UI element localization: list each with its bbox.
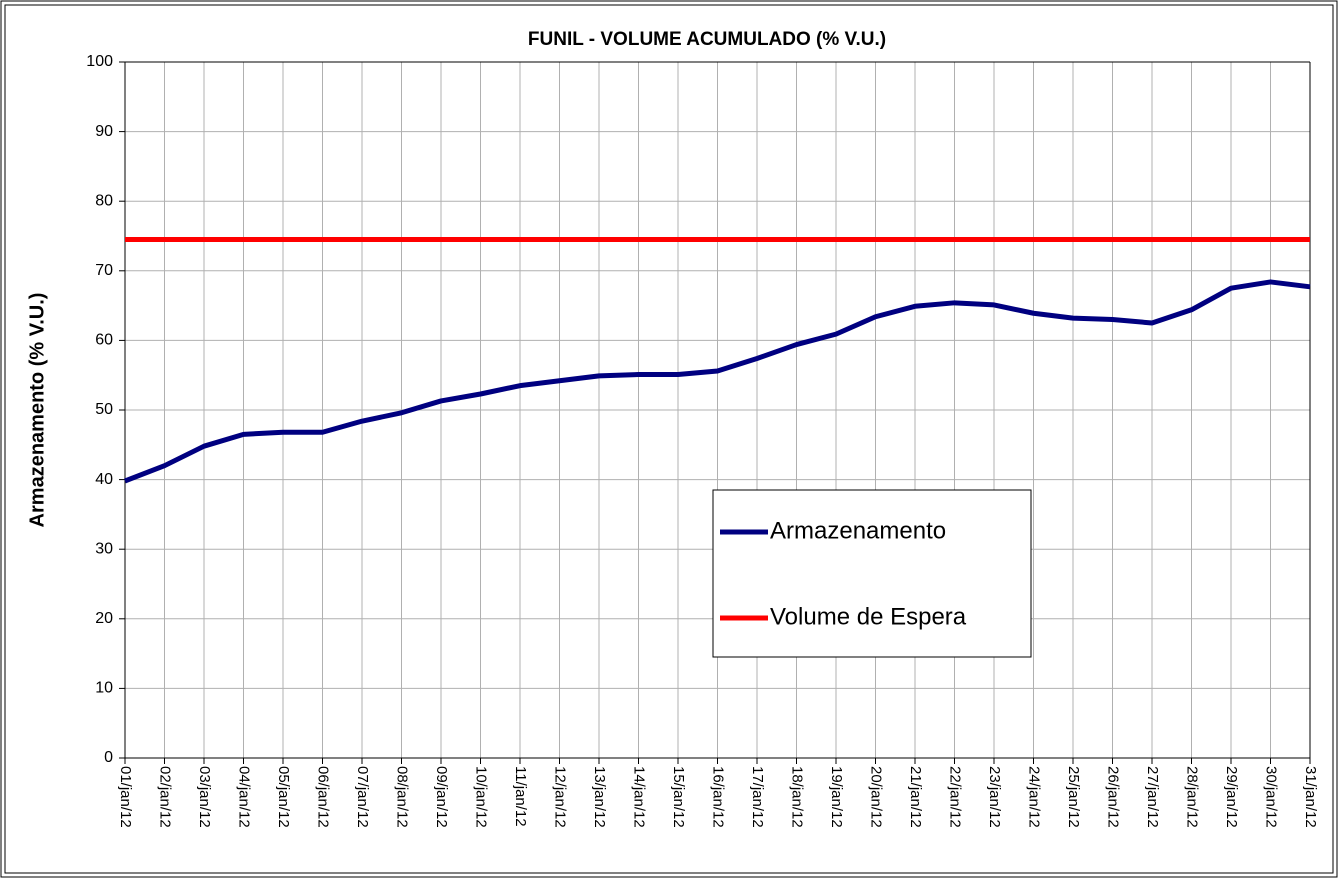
y-tick-label: 100 <box>86 53 113 70</box>
x-tick-label: 04/jan/12 <box>236 766 253 828</box>
x-tick-label: 17/jan/12 <box>749 766 766 828</box>
x-tick-label: 21/jan/12 <box>907 766 924 828</box>
x-tick-label: 11/jan/12 <box>512 766 529 827</box>
y-tick-label: 0 <box>104 749 113 766</box>
inner-frame <box>4 4 1334 874</box>
x-tick-label: 31/jan/12 <box>1302 766 1319 828</box>
y-tick-label: 50 <box>95 401 113 418</box>
x-tick-label: 02/jan/12 <box>157 766 174 828</box>
x-tick-label: 06/jan/12 <box>315 766 332 828</box>
legend-box <box>712 489 1032 658</box>
x-tick-label: 05/jan/12 <box>275 766 292 828</box>
legend-label: Armazenamento <box>770 517 946 544</box>
x-tick-label: 01/jan/12 <box>117 766 134 828</box>
x-tick-label: 14/jan/12 <box>631 766 648 828</box>
x-tick-label: 19/jan/12 <box>828 766 845 828</box>
y-tick-label: 10 <box>95 680 113 697</box>
y-tick-label: 40 <box>95 471 113 488</box>
x-tick-label: 09/jan/12 <box>433 766 450 828</box>
x-tick-label: 18/jan/12 <box>789 766 806 828</box>
x-tick-label: 03/jan/12 <box>196 766 213 828</box>
x-tick-label: 26/jan/12 <box>1105 766 1122 828</box>
x-tick-label: 29/jan/12 <box>1223 766 1240 828</box>
x-tick-label: 13/jan/12 <box>591 766 608 828</box>
x-tick-label: 27/jan/12 <box>1144 766 1161 828</box>
x-tick-label: 28/jan/12 <box>1184 766 1201 828</box>
x-tick-label: 15/jan/12 <box>670 766 687 828</box>
x-tick-label: 16/jan/12 <box>710 766 727 828</box>
x-tick-label: 30/jan/12 <box>1263 766 1280 828</box>
y-tick-label: 30 <box>95 540 113 557</box>
x-tick-label: 25/jan/12 <box>1065 766 1082 828</box>
x-tick-label: 10/jan/12 <box>473 766 490 828</box>
chart-title: FUNIL - VOLUME ACUMULADO (% V.U.) <box>528 29 886 50</box>
x-tick-label: 07/jan/12 <box>354 766 371 828</box>
x-tick-label: 20/jan/12 <box>868 766 885 828</box>
legend-label: Volume de Espera <box>770 603 967 630</box>
x-tick-label: 12/jan/12 <box>552 766 569 828</box>
series-line <box>124 279 1311 484</box>
x-tick-label: 22/jan/12 <box>947 766 964 828</box>
y-tick-label: 80 <box>95 192 113 209</box>
x-tick-label: 08/jan/12 <box>394 766 411 828</box>
y-tick-label: 60 <box>95 332 113 349</box>
x-tick-label: 24/jan/12 <box>1026 766 1043 828</box>
y-axis-label: Armazenamento (% V.U.) <box>26 293 48 528</box>
y-tick-label: 20 <box>95 610 113 627</box>
x-tick-label: 23/jan/12 <box>986 766 1003 828</box>
y-tick-label: 70 <box>95 262 113 279</box>
y-tick-label: 90 <box>95 123 113 140</box>
